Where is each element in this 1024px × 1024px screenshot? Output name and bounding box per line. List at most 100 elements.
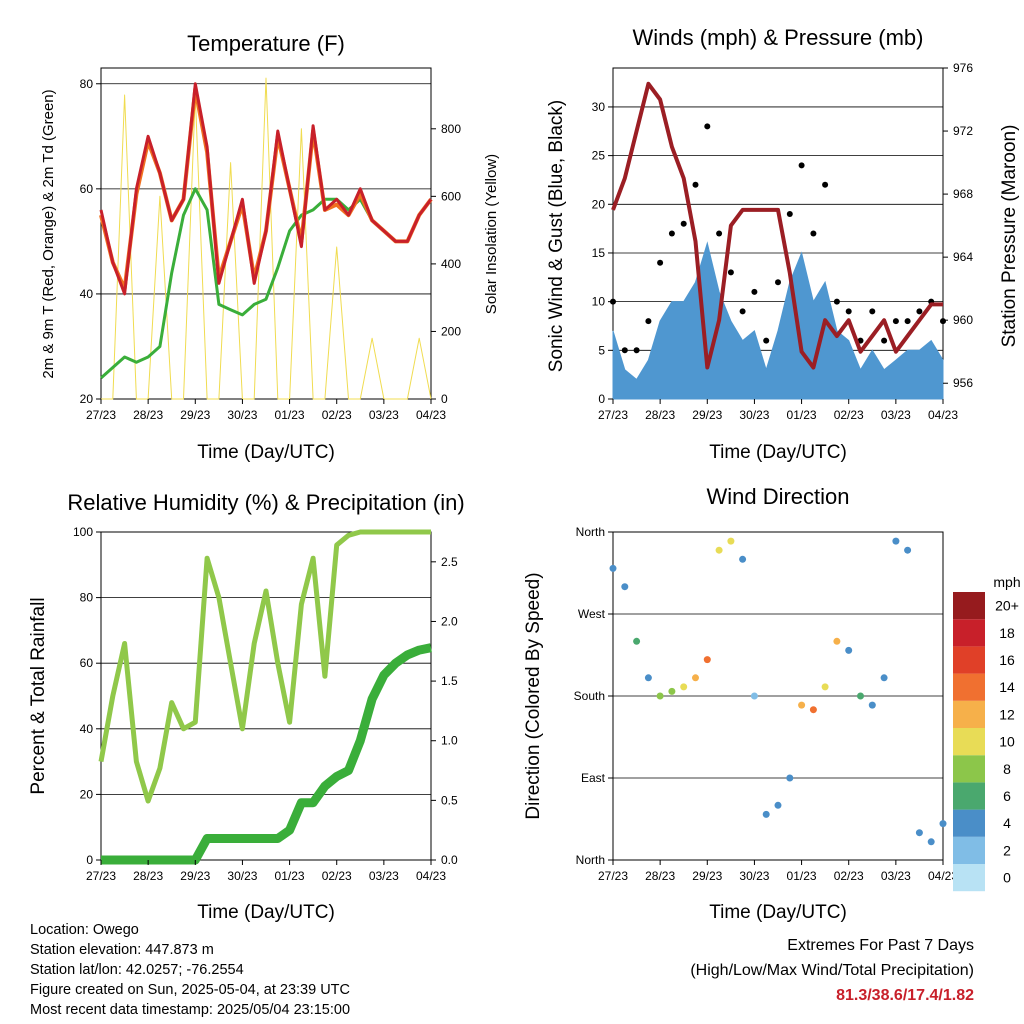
x-tick-label: 03/23 bbox=[881, 408, 911, 422]
direction-point bbox=[703, 656, 711, 664]
station-location: Location: Owego bbox=[30, 922, 139, 938]
y-tick-label: 15 bbox=[592, 246, 606, 260]
x-tick-label: 03/23 bbox=[369, 408, 399, 422]
y-tick-label: 20 bbox=[80, 392, 94, 406]
y-tick-label-right: 2.0 bbox=[441, 614, 458, 628]
y-tick-label-right: 968 bbox=[953, 187, 973, 201]
y-tick-label-right: 400 bbox=[441, 257, 461, 271]
direction-point bbox=[727, 537, 735, 545]
direction-point bbox=[621, 583, 629, 591]
direction-point bbox=[809, 706, 817, 714]
direction-point bbox=[833, 637, 841, 645]
direction-point bbox=[692, 674, 699, 682]
colorbar-swatch bbox=[953, 836, 985, 864]
x-tick-label: 30/23 bbox=[739, 408, 769, 422]
direction-point bbox=[668, 687, 676, 695]
colorbar-label: 18 bbox=[999, 625, 1015, 641]
station-latlon: Station lat/lon: 42.0257; -76.2554 bbox=[30, 962, 244, 978]
humidity-panel: Relative Humidity (%) & Precipitation (i… bbox=[28, 490, 465, 923]
gust-point bbox=[751, 288, 758, 295]
colorbar-title: mph bbox=[993, 574, 1020, 590]
direction-point bbox=[915, 829, 923, 837]
direction-point bbox=[774, 801, 782, 809]
x-tick-label: 02/23 bbox=[322, 869, 352, 883]
winds-ylabel: Sonic Wind & Gust (Blue, Black) bbox=[546, 100, 567, 372]
colorbar-label: 16 bbox=[999, 652, 1015, 668]
speed-colorbar: mph 0 2 4 6 8 10 12 14 16 18 20+ bbox=[953, 574, 1021, 892]
colorbar-label: 6 bbox=[1003, 788, 1011, 804]
y-tick-label-right: 0.0 bbox=[441, 853, 458, 867]
gust-point bbox=[786, 211, 793, 217]
humidity-xlabel: Time (Day/UTC) bbox=[197, 902, 335, 923]
pressure-line bbox=[611, 81, 943, 370]
x-tick-label: 28/23 bbox=[645, 408, 675, 422]
direction-point bbox=[857, 692, 864, 700]
y-tick-label: 5 bbox=[598, 343, 605, 357]
x-tick-label: 04/23 bbox=[416, 869, 446, 883]
y-tick-label: 0 bbox=[598, 392, 605, 406]
x-tick-label: 01/23 bbox=[787, 869, 817, 883]
gust-point bbox=[940, 318, 946, 325]
y-tick-label-right: 1.0 bbox=[441, 734, 458, 748]
temperature-panel: Temperature (F) 27/23 28/23 29/23 30/23 01/2… bbox=[40, 31, 500, 463]
gust-point bbox=[692, 181, 699, 188]
direction-point bbox=[633, 637, 641, 645]
direction-point bbox=[739, 555, 747, 563]
winds-panel: Winds (mph) & Pressure (mb) 27/23 28/23 29… bbox=[546, 25, 1020, 463]
x-tick-label: 27/23 bbox=[86, 408, 116, 422]
sonic-wind-area bbox=[612, 241, 944, 400]
y-tick-label-right: 972 bbox=[953, 124, 973, 138]
y-tick-label: 60 bbox=[80, 656, 94, 670]
temperature-title: Temperature (F) bbox=[187, 31, 345, 56]
gust-point bbox=[798, 162, 805, 169]
y-tick-label-right: 0 bbox=[441, 392, 448, 406]
colorbar-swatch bbox=[953, 592, 985, 620]
gust-point bbox=[916, 308, 923, 315]
gust-point bbox=[739, 308, 746, 315]
extremes-values: 81.3/38.6/17.4/1.82 bbox=[836, 987, 974, 1004]
direction-point bbox=[644, 674, 652, 682]
x-tick-label: 04/23 bbox=[928, 408, 958, 422]
direction-point bbox=[750, 692, 758, 700]
extremes-box: Extremes For Past 7 Days (High/Low/Max W… bbox=[690, 933, 974, 1008]
colorbar-swatch bbox=[953, 864, 985, 892]
colorbar-swatch bbox=[953, 673, 985, 701]
y-tick-label: North bbox=[576, 525, 605, 539]
wind-direction-xlabel: Time (Day/UTC) bbox=[709, 902, 847, 923]
direction-point bbox=[715, 546, 723, 554]
colorbar-label: 4 bbox=[1003, 815, 1011, 831]
figure-created: Figure created on Sun, 2025-05-04, at 23… bbox=[30, 982, 350, 998]
x-tick-label: 27/23 bbox=[598, 408, 628, 422]
gust-point bbox=[704, 123, 711, 130]
x-tick-label: 01/23 bbox=[275, 869, 305, 883]
colorbar-label: 8 bbox=[1003, 761, 1011, 777]
direction-point bbox=[786, 774, 794, 782]
y-tick-label-right: 800 bbox=[441, 122, 461, 136]
gust-point bbox=[763, 337, 770, 344]
y-tick-label: 60 bbox=[80, 182, 94, 196]
gust-point bbox=[716, 230, 723, 237]
direction-point bbox=[680, 683, 688, 691]
gust-point bbox=[645, 318, 652, 325]
x-tick-label: 29/23 bbox=[180, 869, 210, 883]
x-tick-label: 28/23 bbox=[133, 869, 163, 883]
colorbar-swatch bbox=[953, 782, 985, 810]
x-tick-label: 29/23 bbox=[692, 408, 722, 422]
precipitation-line bbox=[101, 643, 432, 865]
y-tick-label: 40 bbox=[80, 287, 94, 301]
gust-point bbox=[727, 269, 734, 276]
colorbar-swatch bbox=[953, 755, 985, 783]
x-tick-label: 30/23 bbox=[227, 869, 257, 883]
temperature-xlabel: Time (Day/UTC) bbox=[197, 442, 335, 463]
direction-point bbox=[798, 701, 806, 709]
gust-point bbox=[657, 259, 664, 266]
temp-2m-line bbox=[99, 82, 433, 296]
x-tick-label: 27/23 bbox=[86, 869, 116, 883]
y-tick-label-right: 0.5 bbox=[441, 793, 458, 807]
direction-point bbox=[821, 683, 829, 691]
x-tick-label: 01/23 bbox=[787, 408, 817, 422]
extremes-legend: (High/Low/Max Wind/Total Precipitation) bbox=[690, 962, 974, 979]
gust-point bbox=[904, 318, 911, 325]
colorbar-swatch bbox=[953, 619, 985, 647]
